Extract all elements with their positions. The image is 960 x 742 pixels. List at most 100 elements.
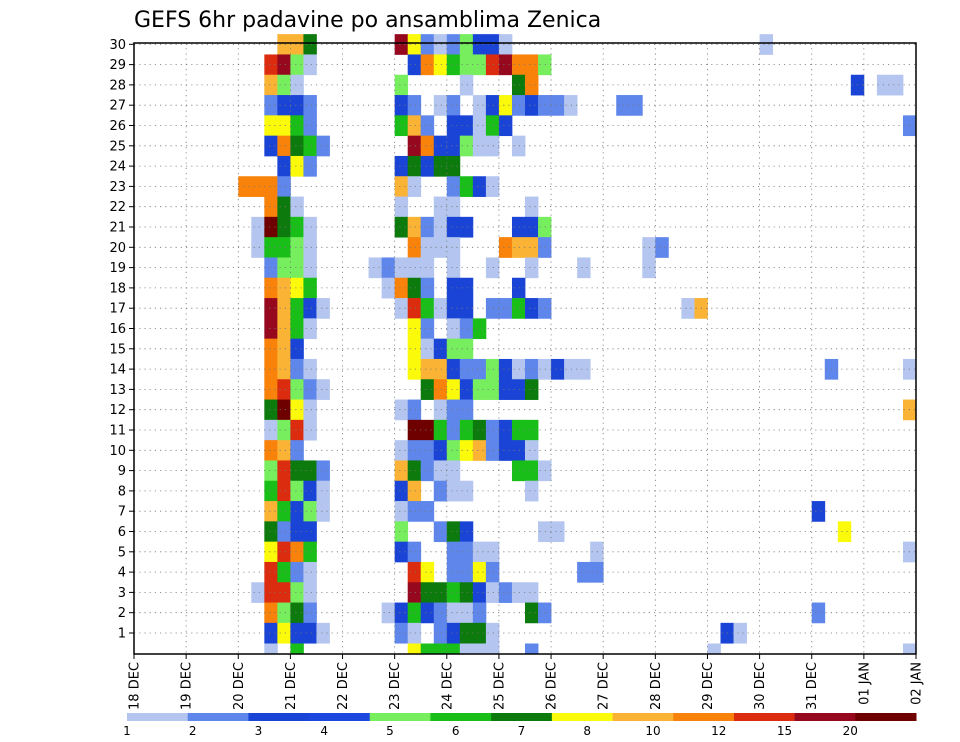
heatmap-cell: [264, 622, 278, 644]
heatmap-cell: [433, 216, 448, 238]
heatmap-cell: [277, 501, 291, 522]
heatmap-cell: [433, 399, 448, 421]
heatmap-cell: [459, 602, 474, 624]
heatmap-cell: [511, 277, 526, 299]
heatmap-cell: [433, 602, 448, 624]
y-tick-label: 11: [109, 424, 126, 439]
heatmap-cell: [446, 54, 461, 76]
y-tick-label: 12: [109, 403, 126, 418]
heatmap-cell: [290, 237, 304, 258]
heatmap-cell: [407, 277, 422, 299]
heatmap-cell: [498, 34, 513, 55]
heatmap-cell: [407, 318, 422, 340]
heatmap-cell: [459, 216, 474, 238]
heatmap-cell: [290, 521, 304, 543]
colorbar-swatch: [855, 713, 917, 721]
y-tick-label: 4: [118, 566, 126, 581]
heatmap-cell: [264, 115, 278, 137]
heatmap-cell: [525, 196, 539, 218]
heatmap-cell: [290, 379, 304, 400]
colorbar-swatch: [309, 713, 371, 721]
heatmap-cell: [277, 602, 291, 624]
heatmap-cell: [290, 95, 304, 116]
heatmap-cell: [277, 358, 291, 380]
heatmap-cell: [837, 521, 852, 543]
heatmap-cell: [420, 115, 435, 137]
heatmap-cell: [277, 34, 291, 55]
heatmap-cell: [459, 298, 474, 319]
heatmap-cell: [433, 358, 448, 380]
y-tick-label: 17: [109, 302, 126, 317]
heatmap-cell: [277, 480, 291, 502]
heatmap-cell: [290, 318, 304, 340]
heatmap-cell: [511, 460, 526, 482]
heatmap-cell: [264, 358, 278, 380]
y-tick-label: 23: [109, 180, 126, 195]
heatmap-cell: [420, 643, 435, 655]
heatmap-cell: [394, 74, 409, 96]
heatmap-cell: [485, 541, 500, 563]
heatmap-cell: [316, 460, 330, 482]
heatmap-cell: [420, 379, 435, 400]
heatmap-cell: [264, 298, 278, 319]
grid-layer: [134, 43, 916, 654]
x-tick-label: 23 DEC: [388, 662, 403, 710]
heatmap-cell: [290, 501, 304, 522]
heatmap-cell: [277, 74, 291, 96]
heatmap-cell: [264, 54, 278, 76]
heatmap-cell: [264, 318, 278, 340]
heatmap-cell: [290, 399, 304, 421]
heatmap-cell: [277, 440, 291, 461]
heatmap-cell: [889, 74, 904, 96]
y-tick-label: 13: [109, 383, 126, 398]
heatmap-cell: [511, 419, 526, 441]
heatmap-cell: [394, 460, 409, 482]
y-tick-label: 27: [109, 99, 126, 114]
heatmap-cell: [394, 95, 409, 116]
heatmap-cell: [303, 622, 317, 644]
heatmap-cell: [498, 358, 513, 380]
heatmap-cell: [303, 358, 317, 380]
heatmap-cell: [290, 622, 304, 644]
heatmap-cell: [290, 74, 304, 96]
heatmap-cell: [277, 460, 291, 482]
y-tick-label: 26: [109, 119, 126, 134]
heatmap-cell: [264, 379, 278, 400]
heatmap-cell: [420, 602, 435, 624]
heatmap-cell: [394, 298, 409, 319]
heatmap-cell: [472, 115, 487, 137]
heatmap-cell: [303, 95, 317, 116]
heatmap-cell: [759, 34, 774, 55]
heatmap-cell: [277, 216, 291, 238]
heatmap-cell: [485, 582, 500, 603]
heatmap-cell: [277, 622, 291, 644]
heatmap-cell: [420, 135, 435, 157]
colorbar-label: 2: [189, 724, 197, 738]
heatmap-cell: [472, 561, 487, 583]
heatmap-cell: [303, 257, 317, 279]
heatmap-cell: [525, 95, 539, 116]
heatmap-cell: [538, 237, 552, 258]
heatmap-cell: [420, 257, 435, 279]
heatmap-cell: [446, 318, 461, 340]
heatmap-cell: [303, 54, 317, 76]
heatmap-cell: [420, 298, 435, 319]
heatmap-cell: [498, 237, 513, 258]
heatmap-cell: [407, 257, 422, 279]
heatmap-cell: [472, 440, 487, 461]
heatmap-cell: [446, 460, 461, 482]
x-tick-label: 01 JAN: [857, 662, 872, 705]
heatmap-cell: [394, 115, 409, 137]
y-tick-label: 1: [118, 627, 126, 642]
heatmap-cell: [303, 34, 317, 55]
heatmap-cell: [485, 34, 500, 55]
heatmap-cell: [407, 135, 422, 157]
heatmap-cell: [290, 419, 304, 441]
heatmap-cell: [538, 95, 552, 116]
heatmap-cell: [264, 196, 278, 218]
heatmap-cell: [577, 257, 591, 279]
heatmap-cell: [264, 561, 278, 583]
heatmap-cell: [316, 501, 330, 522]
heatmap-cell: [277, 54, 291, 76]
heatmap-cell: [525, 358, 539, 380]
